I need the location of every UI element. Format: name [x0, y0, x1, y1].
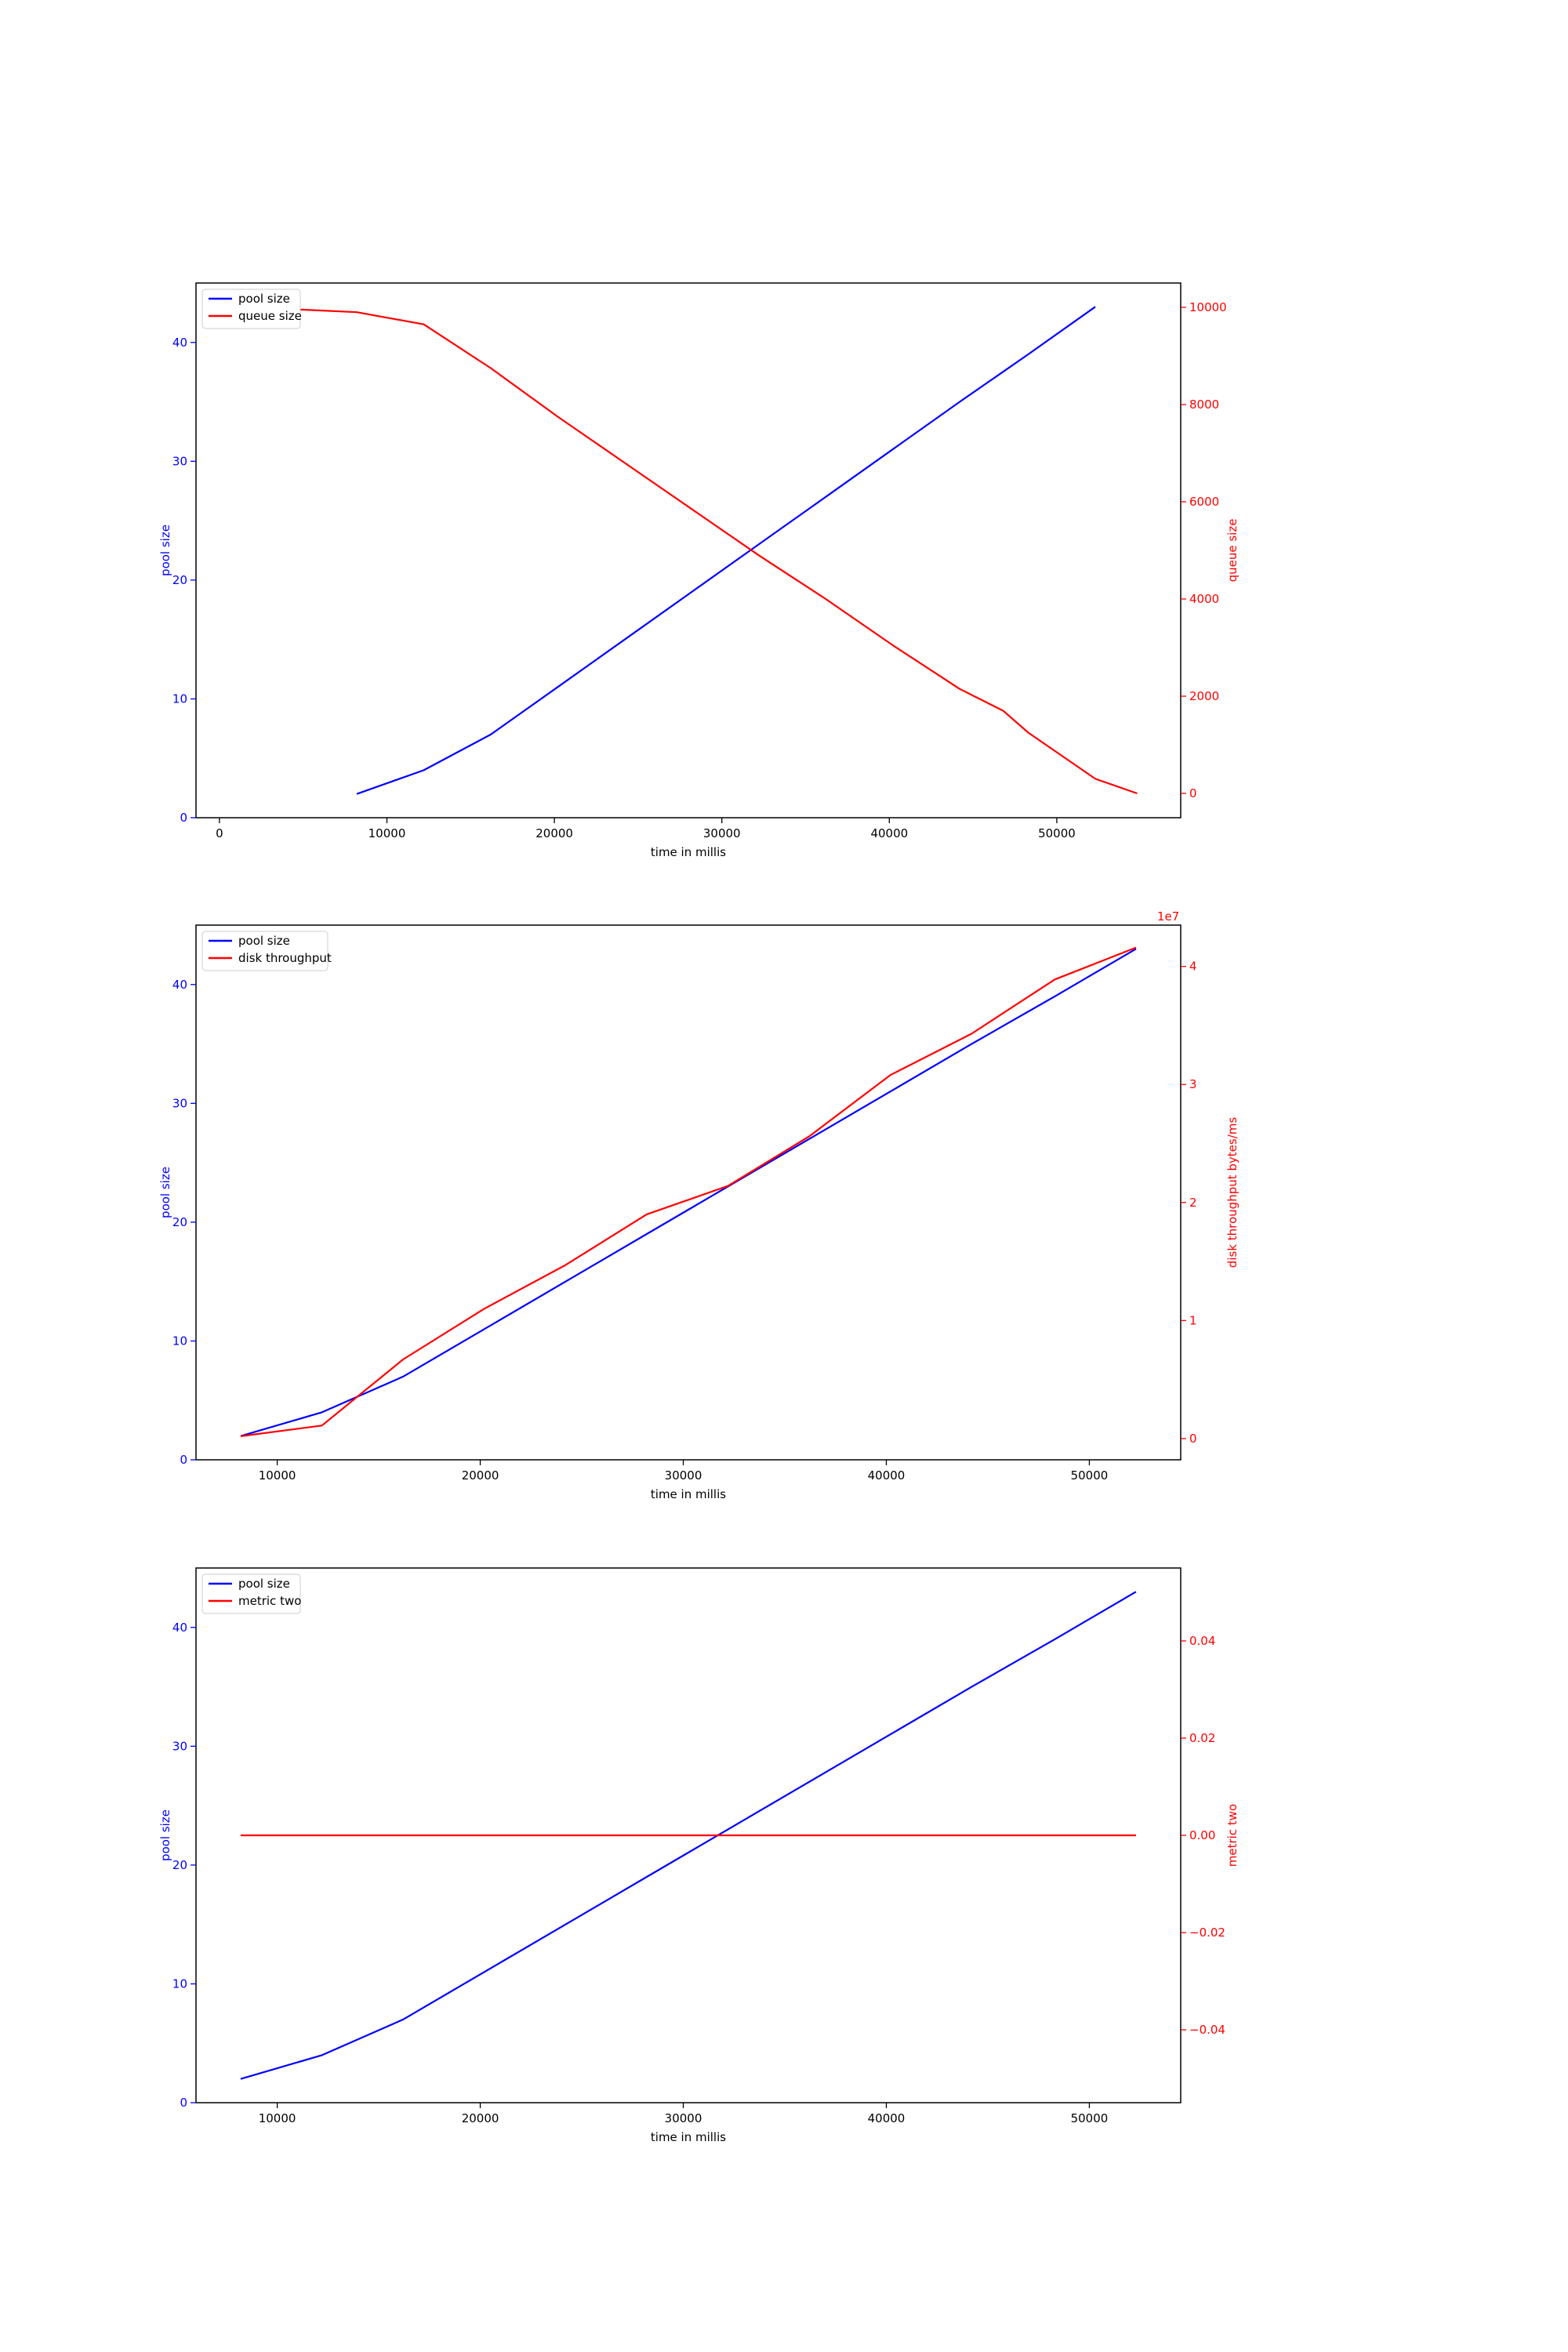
- y-right-tick-label: 0: [1189, 786, 1197, 800]
- series-line-pool-size: [240, 1591, 1137, 2080]
- y-right-tick-label: 10000: [1189, 300, 1227, 314]
- legend-label: disk throughput: [238, 951, 332, 965]
- legend-label: pool size: [238, 1577, 290, 1591]
- x-tick-label: 50000: [1071, 1468, 1109, 1483]
- x-tick-label: 50000: [1038, 826, 1076, 840]
- y-right-tick-label: 8000: [1189, 397, 1219, 412]
- legend-label: metric two: [238, 1594, 301, 1608]
- chart-1: 0 10000 20000 30000 40000 50000 0 10 20 30 40 0 2000…: [158, 282, 1240, 859]
- y-right-tick-label: 0: [1189, 1432, 1197, 1446]
- chart-3: 10000 20000 30000 40000 50000 0 10 20 30 40 −0.04 −…: [158, 1567, 1240, 2144]
- x-tick-label: 20000: [462, 1468, 499, 1483]
- y-left-tick-label: 0: [180, 2096, 187, 2110]
- series-line-pool-size: [240, 948, 1137, 1437]
- y-right-tick-label: 3: [1189, 1077, 1197, 1091]
- x-tick-label: 50000: [1071, 2111, 1109, 2125]
- y-left-tick-label: 30: [172, 1739, 187, 1753]
- y-right-tick-label: 4000: [1189, 592, 1219, 606]
- legend: pool size disk throughput: [201, 931, 332, 971]
- y-left-tick-label: 20: [172, 573, 187, 587]
- x-tick-label: 20000: [462, 2111, 499, 2125]
- x-tick-label: 40000: [868, 1468, 906, 1483]
- y-left-tick-label: 20: [172, 1215, 187, 1229]
- y-left-axis-label: pool size: [158, 524, 172, 576]
- legend: pool size metric two: [201, 1573, 301, 1614]
- y-right-tick-label: −0.02: [1189, 1926, 1225, 1940]
- x-axis-label: time in millis: [651, 2130, 726, 2144]
- y-right-tick-label: 4: [1189, 960, 1197, 974]
- x-tick-label: 20000: [535, 826, 573, 840]
- series-line-disk-throughput: [240, 946, 1137, 1437]
- y-left-tick-label: 0: [180, 1453, 187, 1467]
- legend-label: queue size: [238, 309, 302, 323]
- y-left-tick-label: 40: [172, 1621, 187, 1635]
- x-tick-label: 30000: [665, 1468, 702, 1483]
- y-right-tick-label: 2: [1189, 1196, 1197, 1210]
- y-left-axis-label: pool size: [158, 1167, 172, 1218]
- x-axis-label: time in millis: [651, 1487, 726, 1501]
- legend-box: [201, 931, 328, 971]
- y-left-tick-label: 10: [172, 691, 187, 706]
- y-right-tick-label: 2000: [1189, 689, 1219, 703]
- y-right-tick-label: 6000: [1189, 495, 1219, 509]
- series-line-pool-size: [356, 306, 1096, 795]
- x-tick-label: 40000: [870, 826, 908, 840]
- y-left-tick-label: 10: [172, 1976, 187, 1991]
- y-left-tick-label: 30: [172, 1096, 187, 1110]
- plot-frame: [195, 924, 1181, 1461]
- y-right-axis-label: metric two: [1225, 1804, 1240, 1867]
- y-right-tick-label: 0.04: [1189, 1634, 1215, 1648]
- y-left-tick-label: 40: [172, 336, 187, 350]
- y-left-tick-label: 20: [172, 1858, 187, 1872]
- y-left-axis-label: pool size: [158, 1809, 172, 1861]
- y-right-tick-label: 0.00: [1189, 1828, 1215, 1842]
- chart-2: 10000 20000 30000 40000 50000 0 10 20 30 40 0 1 2 3 4 1…: [158, 909, 1240, 1501]
- x-tick-label: 10000: [259, 1468, 296, 1483]
- y-right-axis-label: disk throughput bytes/ms: [1225, 1117, 1240, 1269]
- y-left-tick-label: 30: [172, 454, 187, 468]
- x-tick-label: 10000: [259, 2111, 296, 2125]
- series-line-queue-size: [252, 306, 1138, 795]
- x-tick-label: 0: [216, 826, 223, 840]
- y-right-tick-label: −0.04: [1189, 2023, 1225, 2037]
- legend: pool size queue size: [201, 289, 302, 329]
- x-tick-label: 30000: [703, 826, 741, 840]
- y-right-axis-label: queue size: [1225, 519, 1240, 583]
- y-left-tick-label: 0: [180, 811, 187, 825]
- plot-frame: [195, 282, 1181, 818]
- x-tick-label: 40000: [868, 2111, 906, 2125]
- x-tick-label: 30000: [665, 2111, 702, 2125]
- y-left-tick-label: 40: [172, 978, 187, 992]
- legend-label: pool size: [238, 934, 290, 948]
- x-tick-label: 10000: [368, 826, 406, 840]
- y-left-tick-label: 10: [172, 1334, 187, 1348]
- y-right-tick-label: 0.02: [1189, 1731, 1215, 1745]
- y-right-tick-label: 1: [1189, 1313, 1197, 1327]
- y-right-offset-label: 1e7: [1157, 909, 1179, 924]
- x-axis-label: time in millis: [651, 845, 726, 859]
- legend-label: pool size: [238, 292, 290, 306]
